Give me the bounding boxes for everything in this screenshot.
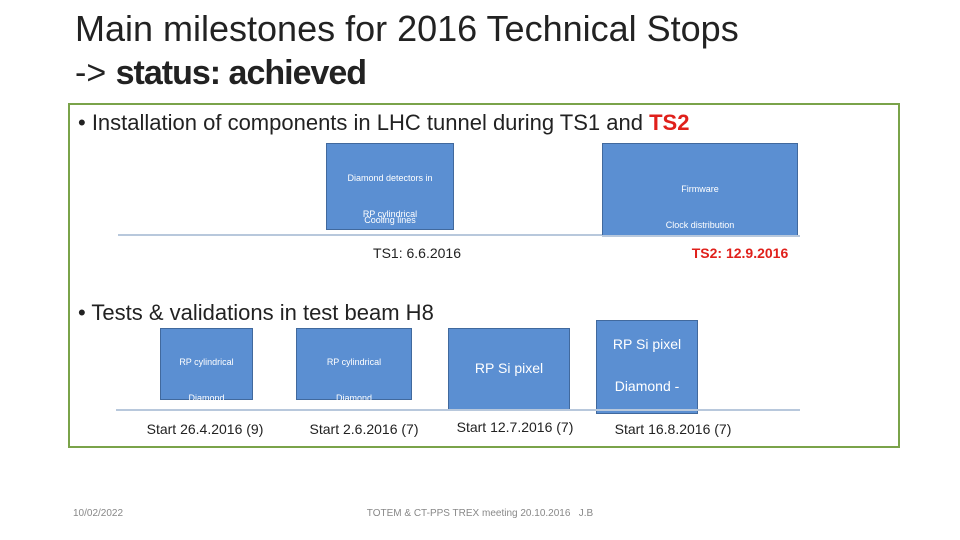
box-text: Firmware Clock distribution Electronic c…	[603, 159, 797, 291]
box: Firmware Clock distribution Electronic c…	[602, 143, 798, 266]
title: Main milestones for 2016 Technical Stops	[75, 8, 739, 49]
box: RP Si pixel Diamond -	[596, 320, 698, 414]
line: Diamond	[335, 393, 373, 403]
timeline	[116, 409, 800, 411]
box-extra: Cooling lines	[364, 215, 416, 225]
footer-meeting: TOTEM & CT-PPS TREX meeting 20.10.2016 J…	[366, 508, 594, 519]
line: Clock TOTEM & CT-PPS	[340, 281, 440, 291]
line: Diamond	[188, 393, 225, 403]
box-text: RP cylindrical Diamond installation and …	[297, 332, 411, 500]
frame	[68, 103, 900, 448]
box-text: RP Si pixel	[474, 360, 544, 376]
line: Electronic cassettes	[349, 245, 431, 255]
timeline	[602, 235, 800, 237]
bullet: • Installation of components in LHC tunn…	[78, 110, 689, 136]
box: RP Si pixel	[448, 328, 570, 410]
line: test in H8	[187, 465, 226, 475]
footer-date: 10/02/2022	[73, 508, 124, 519]
box-text: Diamond detectors in RP cylindrical Elec…	[327, 148, 453, 316]
date: TS1: 6.6.2016	[373, 245, 461, 261]
box-text: RP cylindrical Diamond installation and …	[161, 332, 252, 500]
start-date: Start 26.4.2016 (9)	[146, 421, 264, 437]
line: installation and	[176, 429, 237, 439]
line: installation and	[323, 429, 385, 439]
box-text: RP Si pixel	[612, 336, 682, 352]
box: Diamond detectors in RP cylindrical Elec…	[326, 143, 454, 291]
line: test in H8	[334, 465, 374, 475]
date: TS2: 12.9.2016	[691, 245, 789, 261]
bullet-text: • Installation of components in LHC tunn…	[78, 110, 650, 135]
start-date: Start 2.6.2016 (7)	[309, 421, 419, 437]
line: RP cylindrical	[326, 357, 382, 367]
start-date: Start 12.7.2016 (7)	[456, 419, 574, 435]
subtitle: -> status: achieved	[75, 54, 367, 93]
highlight: TS2	[649, 110, 690, 135]
line: RP cylindrical	[179, 357, 234, 367]
line: Diamond detectors in	[347, 173, 433, 183]
line: Firmware	[681, 184, 719, 194]
line: RP cylindrical	[362, 209, 418, 219]
line: Clock distribution	[665, 220, 735, 230]
box: RP cylindrical Diamond installation and …	[296, 328, 412, 475]
timeline	[118, 234, 602, 236]
start-date: Start 16.8.2016 (7)	[614, 421, 732, 437]
bullet: • Tests & validations in test beam H8	[78, 300, 434, 326]
arrow: ->	[75, 54, 107, 92]
status: status: achieved	[115, 54, 367, 92]
box-text: Diamond -	[614, 378, 680, 394]
box: RP cylindrical Diamond installation and …	[160, 328, 253, 475]
line: Electronic cassettes	[659, 256, 741, 266]
